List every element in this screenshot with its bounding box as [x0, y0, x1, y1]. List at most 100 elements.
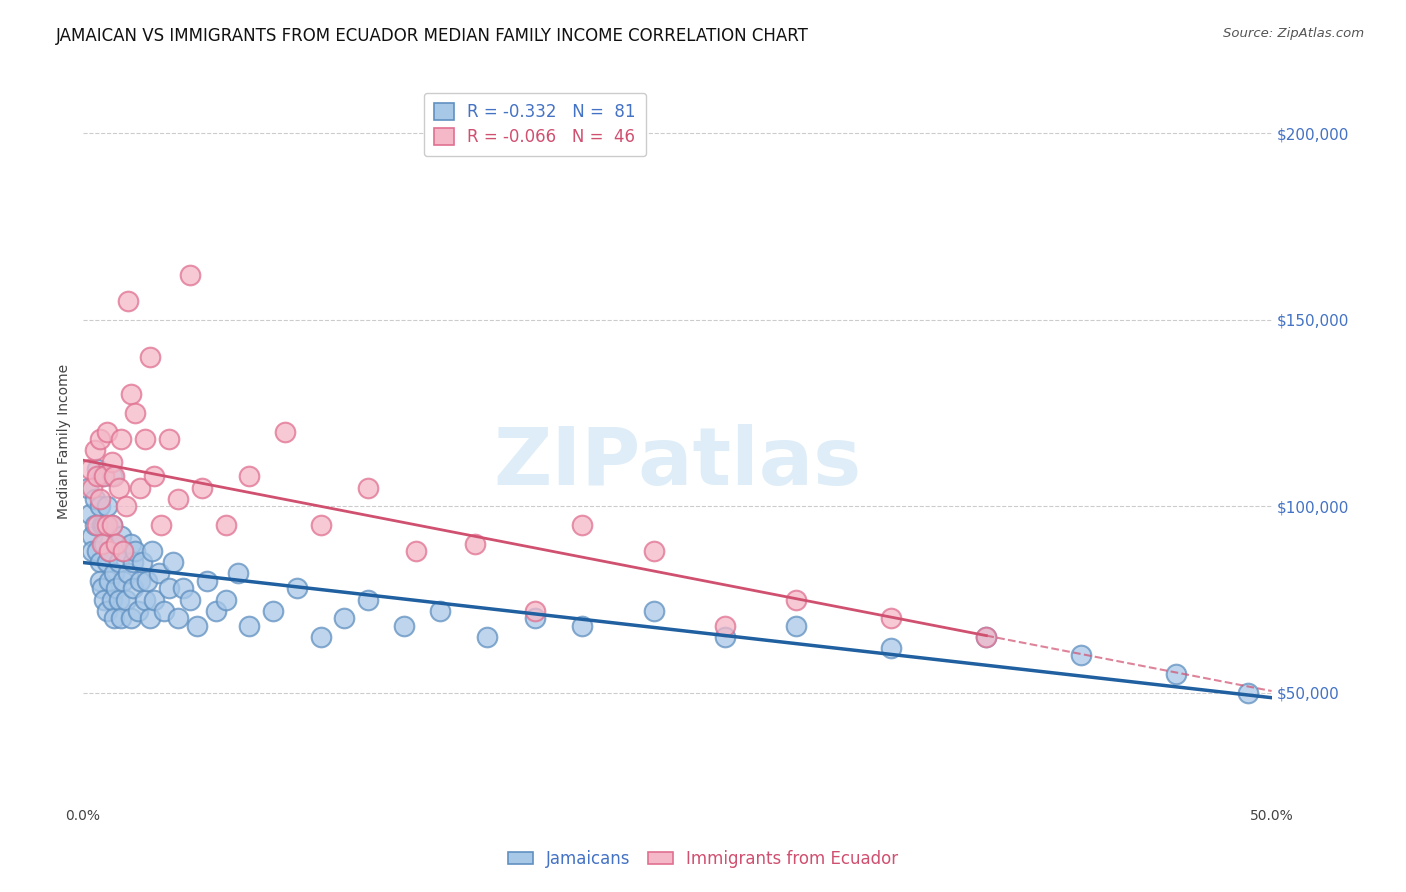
- Point: [138, 350, 160, 364]
- Point: [96, 555, 118, 569]
- Point: [392, 618, 415, 632]
- Point: [86, 469, 108, 483]
- Point: [79, 507, 101, 521]
- Point: [976, 630, 998, 644]
- Point: [100, 517, 122, 532]
- Point: [89, 432, 111, 446]
- Y-axis label: Median Family Income: Median Family Income: [58, 363, 72, 518]
- Point: [274, 425, 297, 439]
- Point: [129, 481, 152, 495]
- Point: [523, 611, 546, 625]
- Point: [148, 566, 170, 581]
- Point: [83, 491, 105, 506]
- Point: [91, 582, 114, 596]
- Point: [82, 544, 104, 558]
- Point: [105, 536, 128, 550]
- Point: [143, 592, 166, 607]
- Point: [976, 630, 998, 644]
- Point: [107, 592, 129, 607]
- Point: [105, 582, 128, 596]
- Point: [571, 618, 593, 632]
- Point: [129, 574, 152, 588]
- Point: [89, 491, 111, 506]
- Point: [179, 268, 201, 282]
- Point: [91, 469, 114, 483]
- Point: [714, 630, 737, 644]
- Point: [91, 517, 114, 532]
- Point: [107, 481, 129, 495]
- Point: [214, 592, 236, 607]
- Point: [157, 432, 180, 446]
- Point: [309, 630, 332, 644]
- Point: [100, 517, 122, 532]
- Legend: Jamaicans, Immigrants from Ecuador: Jamaicans, Immigrants from Ecuador: [502, 844, 904, 875]
- Point: [464, 536, 486, 550]
- Point: [112, 574, 135, 588]
- Point: [131, 555, 153, 569]
- Point: [309, 517, 332, 532]
- Point: [120, 536, 142, 550]
- Point: [1236, 686, 1258, 700]
- Point: [214, 517, 236, 532]
- Point: [124, 406, 146, 420]
- Point: [1166, 667, 1188, 681]
- Point: [785, 618, 807, 632]
- Point: [238, 618, 260, 632]
- Point: [136, 574, 159, 588]
- Text: JAMAICAN VS IMMIGRANTS FROM ECUADOR MEDIAN FAMILY INCOME CORRELATION CHART: JAMAICAN VS IMMIGRANTS FROM ECUADOR MEDI…: [56, 27, 808, 45]
- Point: [186, 618, 208, 632]
- Text: ZIPatlas: ZIPatlas: [494, 424, 862, 502]
- Point: [333, 611, 356, 625]
- Point: [153, 604, 176, 618]
- Point: [523, 604, 546, 618]
- Point: [96, 500, 118, 514]
- Point: [880, 640, 903, 655]
- Point: [96, 425, 118, 439]
- Point: [167, 491, 190, 506]
- Point: [89, 555, 111, 569]
- Point: [238, 469, 260, 483]
- Point: [93, 536, 115, 550]
- Point: [162, 555, 184, 569]
- Point: [357, 592, 380, 607]
- Point: [157, 582, 180, 596]
- Point: [134, 432, 156, 446]
- Point: [643, 544, 665, 558]
- Point: [134, 592, 156, 607]
- Point: [76, 481, 98, 495]
- Point: [117, 294, 139, 309]
- Point: [83, 443, 105, 458]
- Point: [141, 544, 163, 558]
- Point: [103, 469, 125, 483]
- Point: [179, 592, 201, 607]
- Point: [122, 582, 145, 596]
- Point: [150, 517, 173, 532]
- Point: [172, 582, 194, 596]
- Point: [124, 544, 146, 558]
- Point: [880, 611, 903, 625]
- Point: [100, 469, 122, 483]
- Point: [96, 517, 118, 532]
- Point: [103, 566, 125, 581]
- Point: [110, 529, 132, 543]
- Point: [785, 592, 807, 607]
- Point: [105, 536, 128, 550]
- Point: [643, 604, 665, 618]
- Point: [117, 566, 139, 581]
- Point: [83, 517, 105, 532]
- Point: [98, 544, 121, 558]
- Point: [262, 604, 284, 618]
- Point: [120, 611, 142, 625]
- Point: [93, 517, 115, 532]
- Point: [93, 592, 115, 607]
- Point: [114, 500, 136, 514]
- Point: [82, 529, 104, 543]
- Point: [98, 544, 121, 558]
- Point: [112, 544, 135, 558]
- Point: [285, 582, 308, 596]
- Point: [79, 462, 101, 476]
- Point: [86, 462, 108, 476]
- Point: [98, 574, 121, 588]
- Point: [89, 500, 111, 514]
- Point: [100, 454, 122, 468]
